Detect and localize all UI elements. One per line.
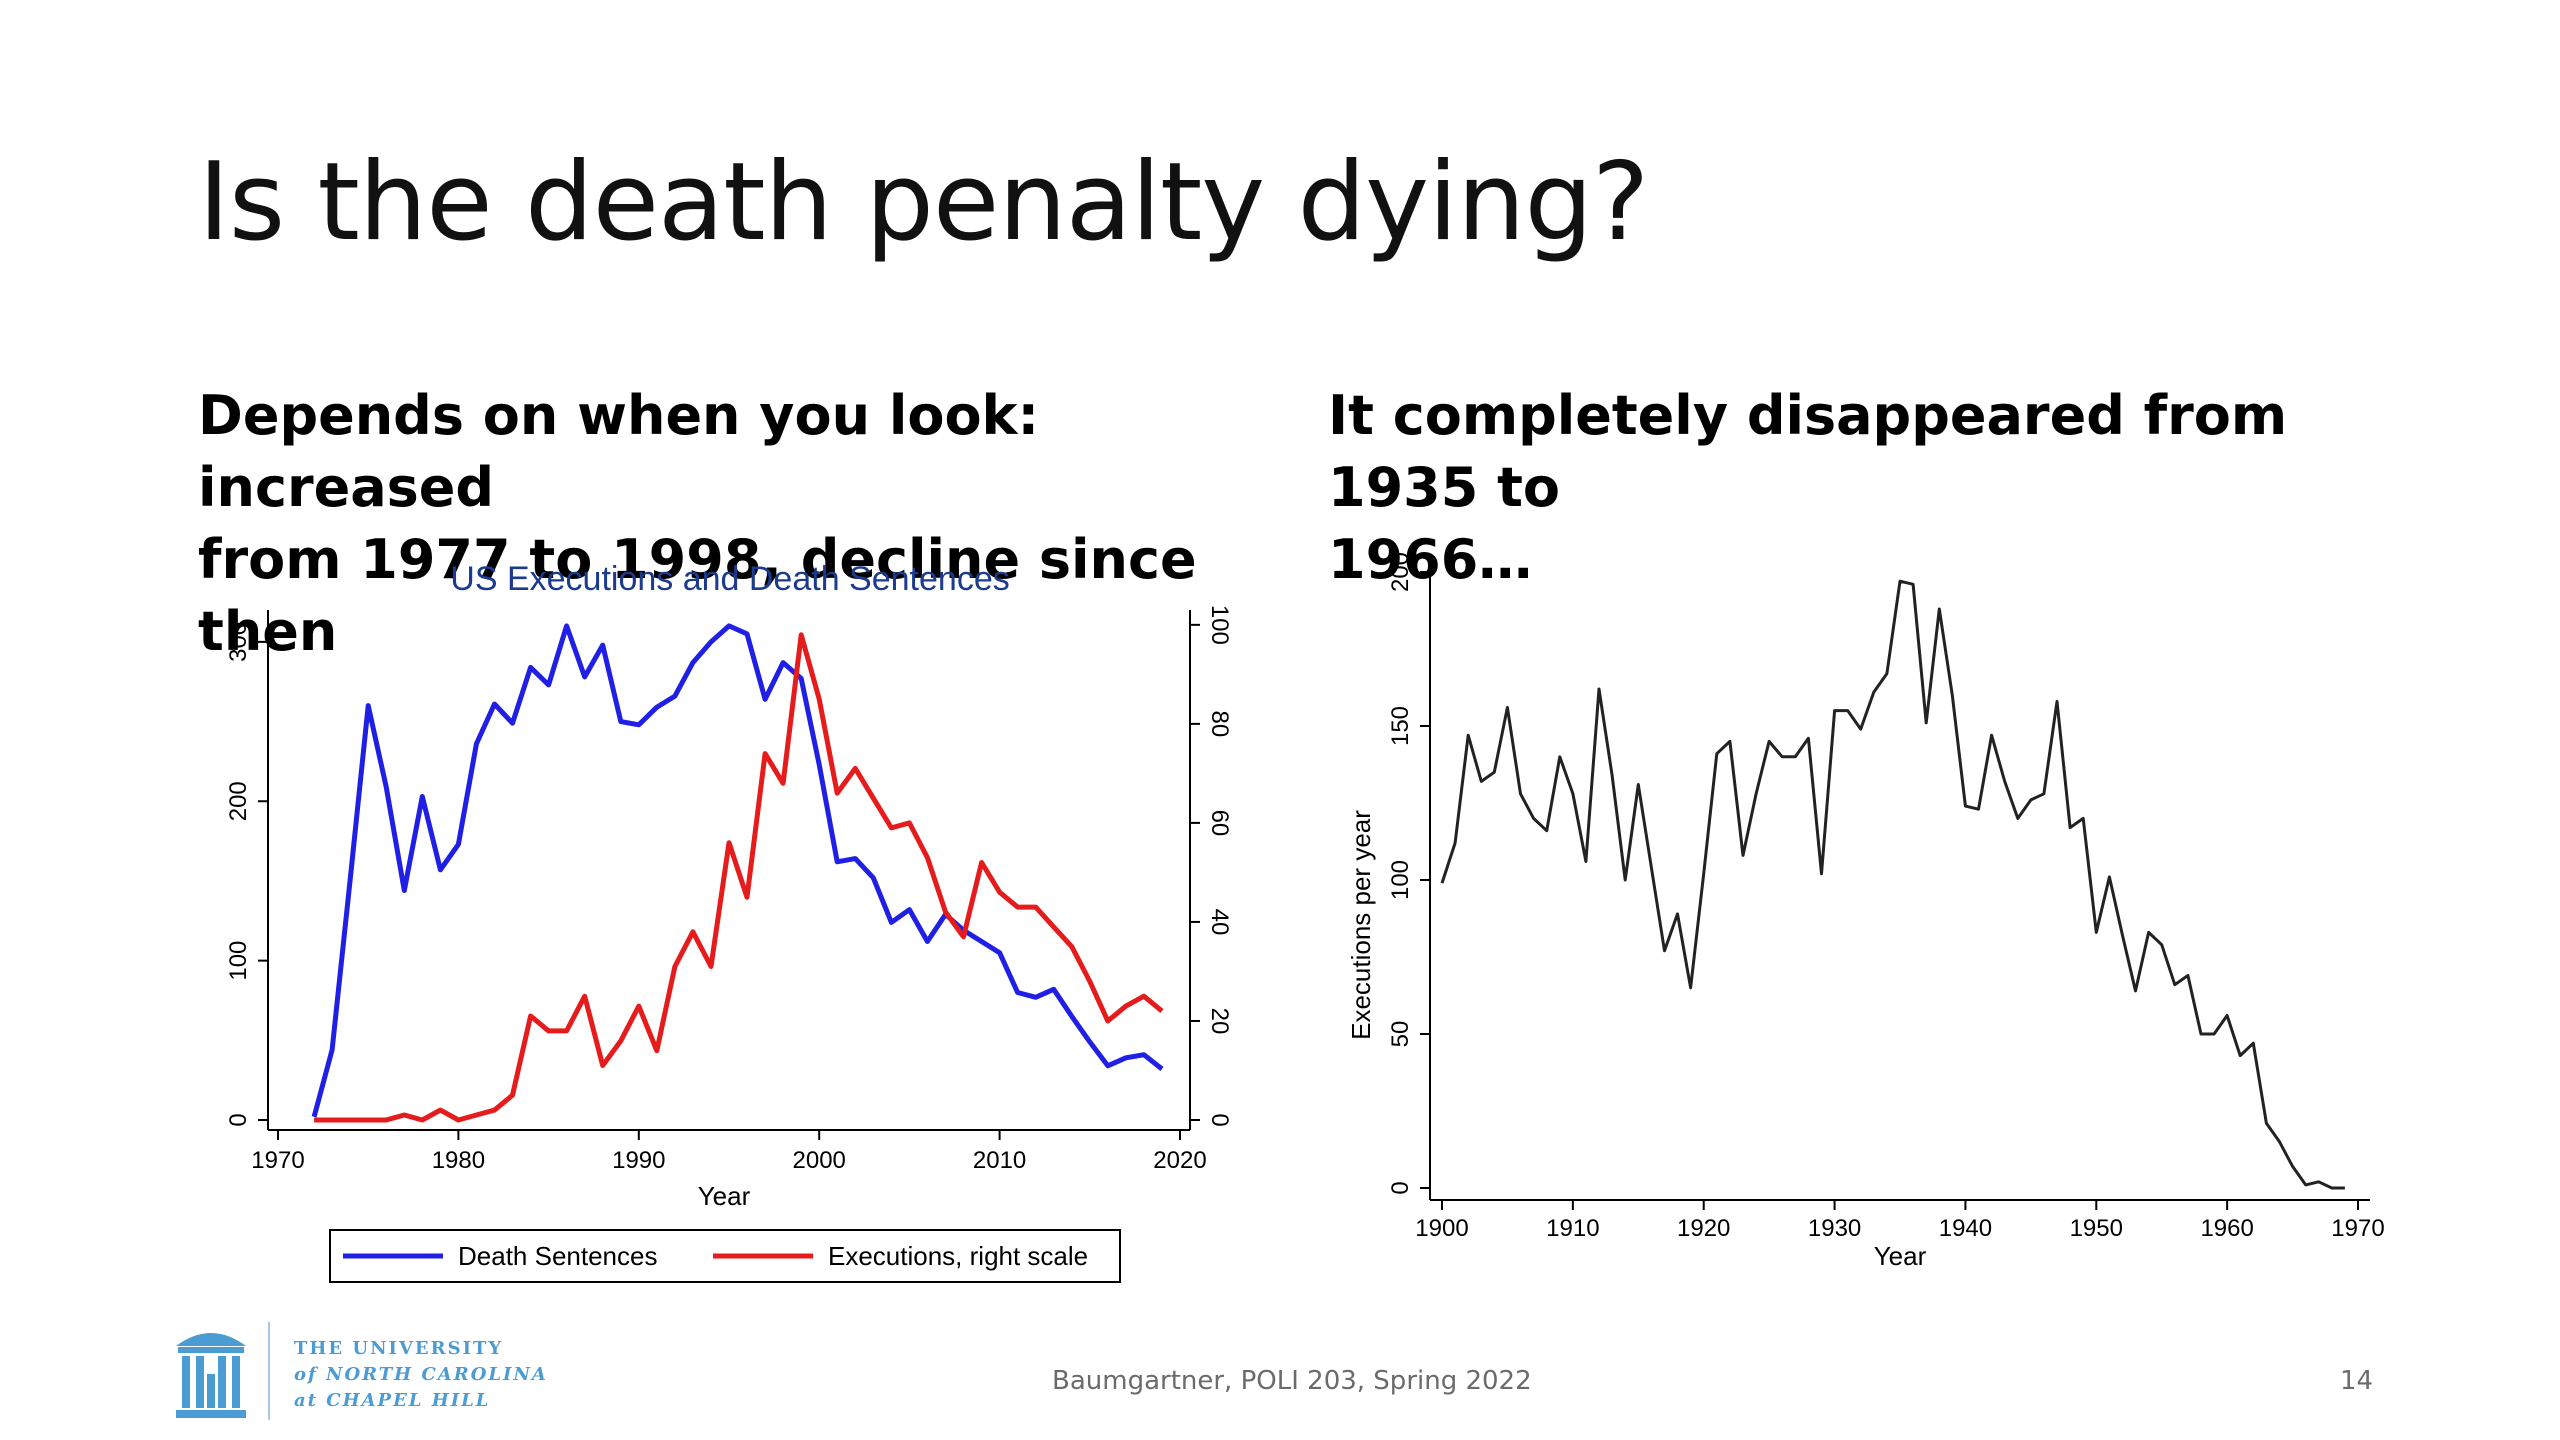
page-number: 14 bbox=[2340, 1366, 2374, 1396]
legend: Death Sentences Executions, right scale bbox=[329, 1229, 1121, 1283]
x-tick-label: 1950 bbox=[2070, 1215, 2123, 1242]
university-logo-text: THE UNIVERSITY of NORTH CAROLINA at CHAP… bbox=[294, 1336, 548, 1414]
x-tick-label: 1980 bbox=[432, 1147, 485, 1174]
x-axis-label: Year bbox=[1874, 1241, 1927, 1271]
chart-series bbox=[1440, 579, 2345, 1190]
y-tick-label-left: 300 bbox=[225, 622, 252, 662]
y-tick-label-right: 0 bbox=[1206, 1113, 1233, 1126]
y-axis-label: Executions per year bbox=[1346, 810, 1376, 1040]
y-tick-label-right: 20 bbox=[1206, 1008, 1233, 1035]
chart-title: US Executions and Death Sentences bbox=[450, 560, 1009, 598]
legend-box bbox=[329, 1229, 1121, 1283]
logo-line-2: of NORTH CAROLINA bbox=[294, 1364, 548, 1385]
y-tick-label: 0 bbox=[1387, 1181, 1414, 1194]
series-line-death-sentences bbox=[311, 623, 1164, 1118]
y-tick-label-left: 0 bbox=[225, 1113, 252, 1126]
logo-line-3: at CHAPEL HILL bbox=[294, 1390, 491, 1411]
logo-divider bbox=[268, 1322, 270, 1420]
x-tick-label: 1900 bbox=[1415, 1215, 1468, 1242]
chart-axes: 1900 1910 1920 1930 1940 1950 1960 1970 0 50 100 15… bbox=[1387, 552, 2385, 1242]
logo-line-1: THE UNIVERSITY bbox=[294, 1338, 504, 1359]
old-well-icon bbox=[176, 1333, 246, 1418]
series-line-executions-per-year bbox=[1440, 579, 2345, 1190]
y-tick-label-left: 200 bbox=[225, 781, 252, 821]
x-tick-label: 2010 bbox=[973, 1147, 1026, 1174]
chart-series bbox=[311, 623, 1164, 1123]
executions-sentences-chart: US Executions and Death Sentences 1970 19… bbox=[225, 560, 1233, 1283]
y-tick-label-left: 100 bbox=[225, 941, 252, 981]
x-tick-label: 1910 bbox=[1546, 1215, 1599, 1242]
y-tick-label-right: 100 bbox=[1206, 605, 1233, 645]
slide-title: Is the death penalty dying? bbox=[198, 140, 1649, 265]
x-tick-label: 1930 bbox=[1808, 1215, 1861, 1242]
x-tick-label: 2000 bbox=[793, 1147, 846, 1174]
legend-label-death-sentences: Death Sentences bbox=[458, 1241, 657, 1271]
footer-text: Baumgartner, POLI 203, Spring 2022 bbox=[1052, 1366, 1532, 1396]
chart-axes: 1970 1980 1990 2000 2010 2020 0 100 200 300 0 20 40 6… bbox=[225, 605, 1233, 1174]
right-heading: It completely disappeared from 1935 to 1… bbox=[1328, 380, 2428, 596]
x-tick-label: 1970 bbox=[2331, 1215, 2384, 1242]
x-tick-label: 1990 bbox=[612, 1147, 665, 1174]
legend-label-executions: Executions, right scale bbox=[828, 1241, 1088, 1271]
y-tick-label: 50 bbox=[1387, 1021, 1414, 1048]
x-tick-label: 1920 bbox=[1677, 1215, 1730, 1242]
x-axis-label: Year bbox=[698, 1181, 751, 1211]
historical-executions-chart: 1900 1910 1920 1930 1940 1950 1960 1970 0 50 100 15… bbox=[1346, 552, 2385, 1271]
y-tick-label-right: 60 bbox=[1206, 810, 1233, 837]
x-tick-label: 1940 bbox=[1939, 1215, 1992, 1242]
y-tick-label: 150 bbox=[1387, 706, 1414, 746]
y-tick-label: 200 bbox=[1387, 552, 1414, 592]
y-tick-label-right: 80 bbox=[1206, 711, 1233, 738]
series-line-executions bbox=[314, 632, 1164, 1123]
x-tick-label: 2020 bbox=[1153, 1147, 1206, 1174]
left-heading-line-1: Depends on when you look: increased bbox=[198, 384, 1040, 519]
x-tick-label: 1970 bbox=[251, 1147, 304, 1174]
x-tick-label: 1960 bbox=[2200, 1215, 2253, 1242]
right-heading-line-1: It completely disappeared from 1935 to bbox=[1328, 384, 2288, 519]
y-tick-label: 100 bbox=[1387, 860, 1414, 900]
y-tick-label-right: 40 bbox=[1206, 909, 1233, 936]
